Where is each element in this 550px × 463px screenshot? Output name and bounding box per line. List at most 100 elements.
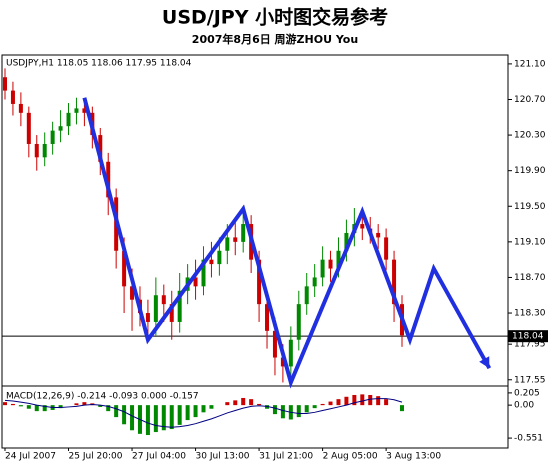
candle-body (169, 304, 174, 322)
candle-body (217, 250, 222, 265)
macd-bar (241, 397, 246, 406)
candle-body (225, 237, 230, 251)
y-tick-label: 117.55 (514, 375, 546, 385)
candle-body (106, 161, 111, 198)
macd-bar (265, 405, 270, 409)
candle-body (320, 259, 325, 278)
candle-body (177, 290, 182, 322)
y-tick-label: 121.10 (514, 59, 546, 69)
macd-bar (400, 405, 404, 412)
y-tick-label: 119.50 (514, 202, 546, 212)
y-tick-label: 120.30 (514, 131, 546, 141)
macd-bar (376, 396, 381, 406)
candle-body (296, 304, 301, 340)
macd-bar (177, 405, 182, 425)
macd-bar (280, 405, 285, 419)
macd-bar (209, 405, 214, 409)
macd-bar (352, 394, 357, 406)
macd-bar (201, 405, 206, 413)
macd-bar (344, 396, 349, 406)
candle-body (241, 224, 246, 242)
plot-frame (1, 54, 509, 449)
y-tick-label: 119.90 (514, 166, 546, 176)
macd-bar (193, 405, 198, 418)
x-tick-label: 2 Aug 05:00 (323, 452, 378, 462)
candle-body (122, 250, 127, 287)
y-tick-label: 120.70 (514, 95, 546, 105)
macd-bar (336, 399, 341, 406)
candle-body (130, 286, 135, 300)
macd-bar (161, 405, 166, 431)
x-tick-label: 3 Aug 13:00 (386, 452, 441, 462)
candle-body (58, 126, 63, 131)
zigzag-arrow (479, 356, 490, 369)
macd-bar (3, 402, 7, 406)
chart-header: USDJPY,H1 118.05 118.06 117.95 118.04 (6, 59, 192, 69)
candle-body (66, 112, 71, 127)
candle-body (50, 130, 55, 144)
candle-body (34, 143, 39, 158)
macd-bar (328, 401, 333, 406)
macd-bar (384, 399, 389, 406)
macd-bar (122, 405, 127, 425)
candle-body (193, 277, 198, 287)
y-tick-label: 117.95 (514, 340, 546, 350)
candle-body (42, 143, 47, 158)
macd-bar (98, 405, 103, 407)
candle-body (312, 277, 317, 287)
macd-tick-label: -0.551 (514, 434, 543, 444)
zigzag-line (82, 97, 492, 389)
macd-bar (114, 405, 119, 418)
candle-body (98, 135, 103, 162)
candle-body (3, 77, 7, 91)
candle-body (272, 330, 277, 358)
macd-bar (153, 405, 158, 433)
candle-body (82, 108, 87, 113)
macd-bar (257, 403, 262, 406)
candle-body (18, 103, 23, 113)
candle-body (265, 304, 270, 331)
candle-body (145, 313, 150, 322)
macd-bar (296, 405, 301, 418)
macd-bar (82, 402, 87, 406)
chart-subtitle: 2007年8月6日 周游ZHOU You (192, 32, 358, 46)
macd-tick-label: 0.00 (514, 401, 534, 411)
x-tick-label: 30 Jul 13:00 (196, 452, 250, 462)
candle-body (384, 237, 389, 260)
candle-body (288, 339, 293, 367)
candle-body (392, 259, 397, 305)
last-price-label: 118.04 (512, 332, 544, 342)
macd-bar (233, 400, 238, 406)
macd-bar (106, 405, 111, 412)
x-tick-label: 25 Jul 20:00 (69, 452, 123, 462)
y-tick-label: 119.10 (514, 237, 546, 247)
candle-body (304, 286, 309, 305)
macd-bar (169, 405, 174, 430)
macd-bar (360, 394, 365, 406)
candle-body (344, 232, 349, 251)
macd-bar (42, 405, 47, 412)
macd-bar (225, 402, 230, 406)
macd-bar (312, 405, 317, 409)
macd-tick-label: 0.205 (514, 388, 540, 398)
y-tick-label: 118.70 (514, 273, 546, 283)
candle-body (161, 295, 166, 305)
candle-body (201, 259, 206, 287)
y-tick-label: 118.30 (514, 309, 546, 319)
candle-body (336, 250, 341, 269)
candle-body (233, 237, 238, 242)
candle-body (153, 295, 158, 322)
x-tick-label: 24 Jul 2007 (5, 452, 56, 462)
candle-body (10, 90, 15, 104)
candle-body (26, 112, 31, 144)
macd-bar (145, 405, 150, 436)
macd-bar (130, 405, 135, 431)
macd-bar (74, 403, 79, 406)
macd-bar (320, 403, 325, 406)
candle-body (360, 224, 365, 229)
macd-bar (368, 394, 373, 406)
x-tick-label: 31 Jul 21:00 (259, 452, 313, 462)
candle-body (74, 108, 79, 113)
candle-body (328, 259, 333, 269)
macd-bar (304, 405, 309, 413)
